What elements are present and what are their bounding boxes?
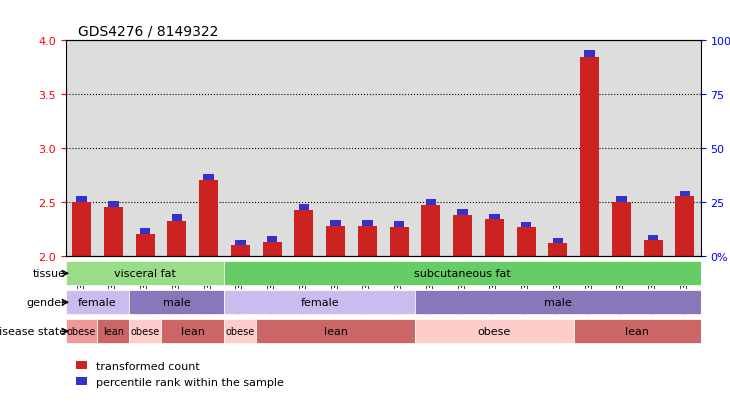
Bar	[453, 215, 472, 256]
Text: subcutaneous fat: subcutaneous fat	[414, 268, 511, 279]
Bar	[675, 197, 694, 256]
Bar	[136, 235, 155, 256]
Text: lean: lean	[323, 326, 347, 337]
Bar	[77, 197, 87, 202]
Text: obese: obese	[131, 326, 160, 337]
Text: female: female	[301, 297, 339, 308]
Bar	[612, 202, 631, 256]
FancyBboxPatch shape	[66, 319, 98, 344]
Text: lean: lean	[626, 326, 649, 337]
Legend: transformed count, percentile rank within the sample: transformed count, percentile rank withi…	[72, 356, 288, 391]
Text: male: male	[163, 297, 191, 308]
Bar	[331, 220, 341, 226]
Bar	[204, 174, 214, 181]
Bar	[167, 222, 186, 256]
FancyBboxPatch shape	[66, 261, 224, 286]
Text: tissue: tissue	[33, 268, 66, 279]
Bar	[458, 209, 468, 215]
Bar	[521, 222, 531, 227]
Bar	[108, 201, 118, 208]
Bar	[680, 191, 690, 197]
Bar	[199, 181, 218, 256]
Bar	[489, 214, 499, 220]
Bar	[644, 240, 663, 256]
FancyBboxPatch shape	[129, 290, 224, 315]
FancyBboxPatch shape	[574, 319, 701, 344]
Bar	[72, 202, 91, 256]
Bar	[648, 236, 658, 240]
Bar	[616, 197, 626, 202]
Text: lean: lean	[181, 326, 204, 337]
Bar	[326, 226, 345, 256]
FancyBboxPatch shape	[224, 290, 415, 315]
Text: visceral fat: visceral fat	[114, 268, 176, 279]
Text: lean: lean	[103, 326, 124, 337]
Text: obese: obese	[67, 326, 96, 337]
Bar	[585, 50, 595, 57]
Bar	[267, 237, 277, 242]
Bar	[580, 57, 599, 256]
Text: obese: obese	[226, 326, 255, 337]
Text: female: female	[78, 297, 117, 308]
Bar	[421, 206, 440, 256]
Bar	[362, 220, 372, 226]
Bar	[358, 226, 377, 256]
FancyBboxPatch shape	[224, 261, 701, 286]
Bar	[390, 227, 409, 256]
Text: disease state: disease state	[0, 326, 66, 337]
Bar	[485, 220, 504, 256]
Bar	[231, 245, 250, 256]
Bar	[517, 227, 536, 256]
Text: gender: gender	[26, 297, 66, 308]
Bar	[104, 208, 123, 256]
FancyBboxPatch shape	[415, 319, 574, 344]
Text: GDS4276 / 8149322: GDS4276 / 8149322	[78, 25, 219, 39]
Bar	[553, 239, 563, 243]
Text: obese: obese	[477, 326, 511, 337]
Bar	[235, 240, 245, 245]
Text: male: male	[544, 297, 572, 308]
FancyBboxPatch shape	[98, 319, 129, 344]
Bar	[299, 204, 309, 211]
Bar	[394, 221, 404, 227]
FancyBboxPatch shape	[415, 290, 701, 315]
Bar	[140, 229, 150, 235]
Bar	[426, 199, 436, 206]
FancyBboxPatch shape	[129, 319, 161, 344]
Bar	[548, 243, 567, 256]
Bar	[294, 211, 313, 256]
Bar	[172, 215, 182, 222]
Bar	[263, 242, 282, 256]
FancyBboxPatch shape	[256, 319, 415, 344]
FancyBboxPatch shape	[66, 290, 129, 315]
FancyBboxPatch shape	[224, 319, 256, 344]
FancyBboxPatch shape	[161, 319, 224, 344]
